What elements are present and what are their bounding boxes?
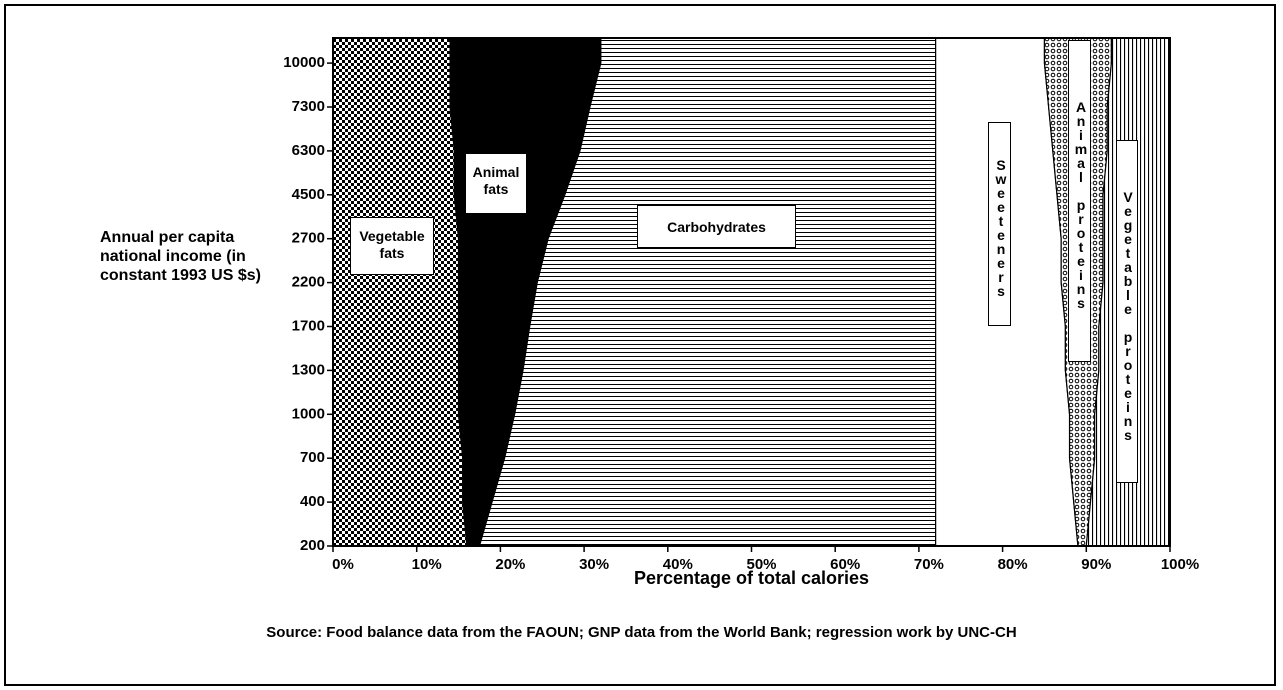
source-note: Source: Food balance data from the FAOUN… [266,624,1017,641]
area [332,37,468,547]
x-tick-label: 40% [663,556,693,573]
x-tick-label: 70% [914,556,944,573]
series-label: Vegetable proteins [1116,140,1138,483]
x-axis-title: Percentage of total calories [633,568,870,588]
y-tick-label: 2700 [292,230,325,247]
y-tick-label: 2200 [292,274,325,291]
series-label: Carbohydrates [637,205,796,248]
y-tick-label: 10000 [283,54,325,71]
y-tick-label: 200 [300,537,325,554]
y-tick-label: 700 [300,449,325,466]
frame [4,4,1276,686]
x-tick-label: 30% [579,556,609,573]
y-tick-label: 1700 [292,317,325,334]
x-tick-label: 50% [746,556,776,573]
y-tick-label: 1000 [292,405,325,422]
x-tick-label: 100% [1161,556,1199,573]
x-tick-label: 60% [830,556,860,573]
y-tick-label: 6300 [292,142,325,159]
y-tick-label: 4500 [292,186,325,203]
series-label: Sweeteners [988,122,1011,326]
x-tick-label: 80% [998,556,1028,573]
series-label: Vegetable fats [350,217,434,275]
x-tick-label: 90% [1081,556,1111,573]
y-tick-label: 1300 [292,361,325,378]
series-label: Animal proteins [1068,40,1091,362]
y-tick-label: 7300 [292,98,325,115]
x-tick-label: 0% [332,556,354,573]
series-label: Animal fats [465,153,527,214]
x-tick-label: 20% [495,556,525,573]
y-tick-label: 400 [300,493,325,510]
x-tick-label: 10% [412,556,442,573]
y-axis-title: Annual per capita national income (in co… [100,229,261,284]
